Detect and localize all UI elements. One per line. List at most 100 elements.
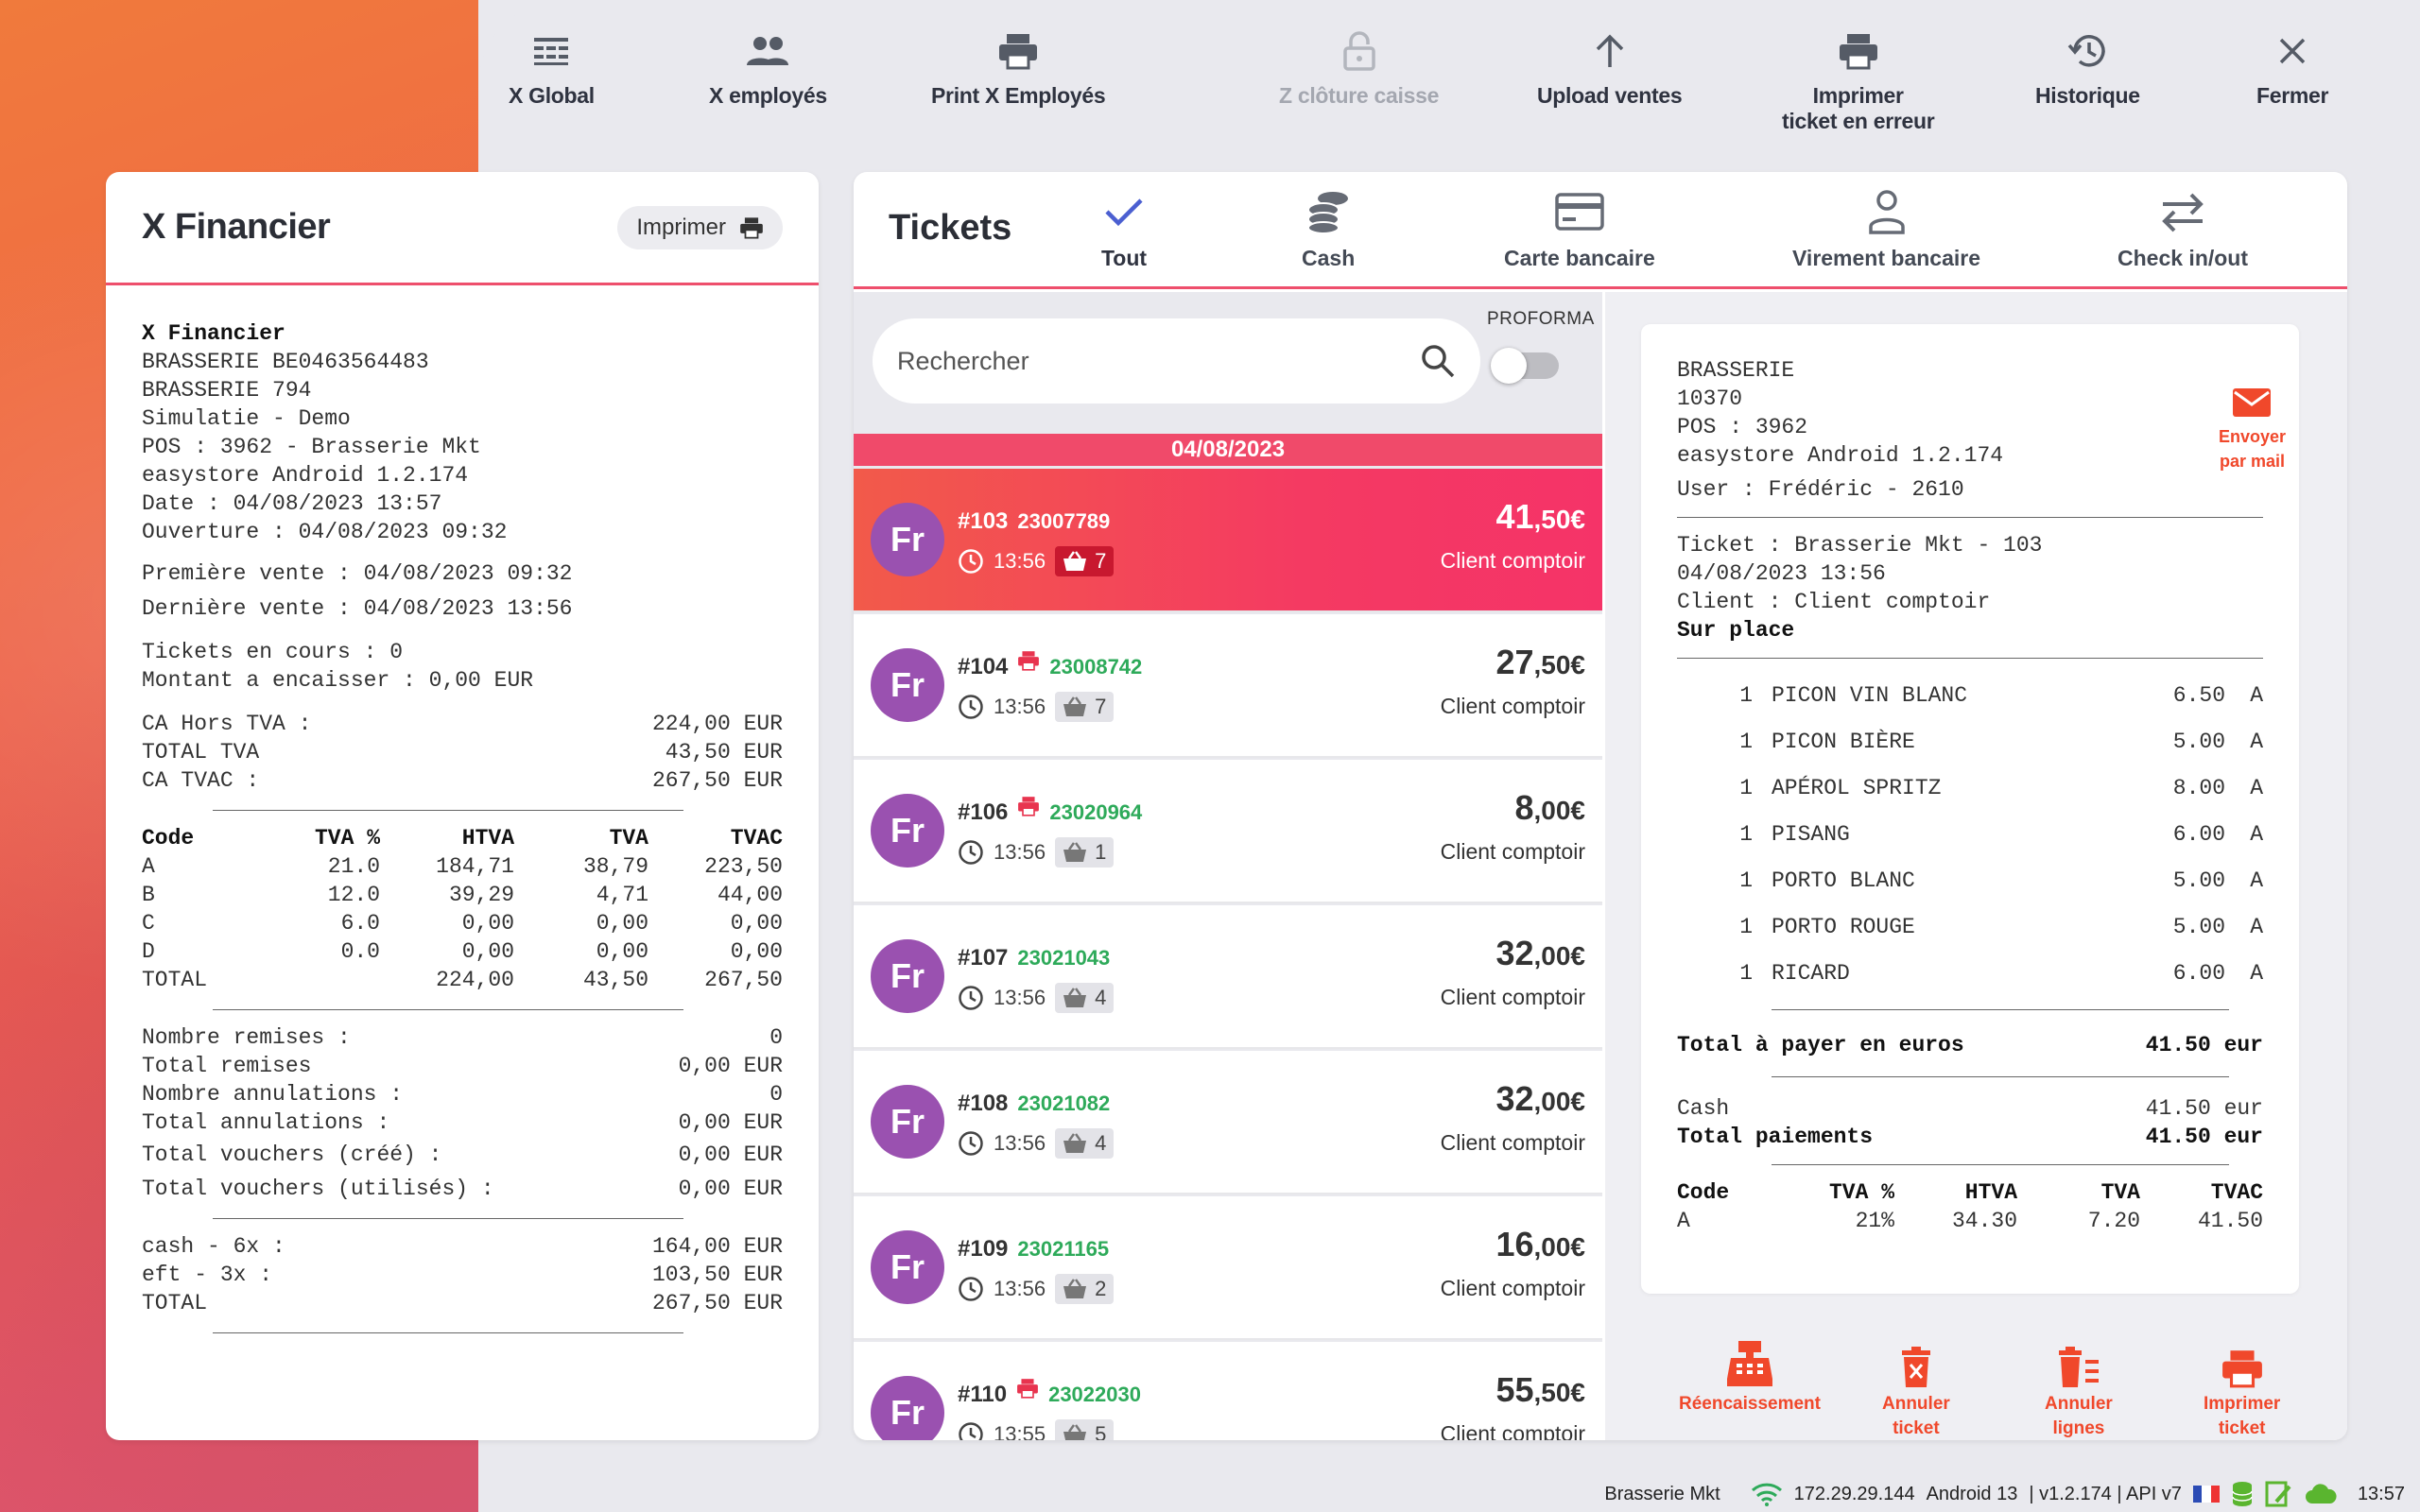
toggle-knob <box>1491 348 1527 384</box>
ticket-client: Client comptoir <box>1440 548 1585 573</box>
vat-table-row: C 6.0 0,00 0,00 0,00 <box>142 909 783 937</box>
vat-header-cell: TVAC <box>2210 1180 2263 1205</box>
vat-cell: 4,71 <box>596 883 648 907</box>
upload-ventes-label: Upload ventes <box>1537 83 1683 108</box>
ticket-row[interactable]: Fr #110 23022030 13:55 5 55,50€ Client co… <box>854 1342 1602 1440</box>
item-count-badge: 1 <box>1055 837 1115 868</box>
tickets-title: Tickets <box>889 208 1012 248</box>
ticket-id: #110 <box>958 1382 1008 1407</box>
ticket-amount: 32,00€ <box>1495 934 1585 973</box>
imprimer-ticket-erreur-button[interactable]: Imprimer ticket en erreur <box>1782 28 1935 134</box>
item-price: 8.00 <box>2172 775 2225 800</box>
arrow-up-icon <box>1587 28 1633 74</box>
historique-button[interactable]: Historique <box>2035 28 2140 109</box>
receipt-line: 04/08/2023 13:56 <box>1677 561 1886 586</box>
total-paiements-row: Total paiements 41.50 eur <box>1677 1123 2263 1151</box>
print-x-employes-button[interactable]: Print X Employés <box>931 28 1106 109</box>
ticket-client: Client comptoir <box>1440 985 1585 1009</box>
tab-tout[interactable]: Tout <box>1098 185 1150 271</box>
print-report-label: Imprimer <box>636 214 726 240</box>
reencaissement-button[interactable]: Réencaissement <box>1679 1332 1821 1417</box>
imprimer-ticket-button[interactable]: Imprimer ticket <box>2204 1332 2280 1440</box>
ticket-row[interactable]: Fr #108 23021082 13:56 4 32,00€ Client co… <box>854 1051 1602 1194</box>
ticket-client: Client comptoir <box>1440 839 1585 864</box>
ticket-row[interactable]: Fr #106 23020964 13:56 1 8,00€ Client com… <box>854 760 1602 903</box>
upload-ventes-button[interactable]: Upload ventes <box>1537 28 1683 109</box>
printer-icon <box>1018 797 1040 816</box>
totals-row: CA TVAC : 267,50 EUR <box>142 766 783 795</box>
ticket-time: 13:56 <box>994 1277 1046 1300</box>
print-report-button[interactable]: Imprimer <box>617 205 783 249</box>
basket-icon <box>1063 1279 1087 1298</box>
x-financier-title: X Financier <box>142 207 331 247</box>
item-price: 5.00 <box>2172 729 2225 754</box>
ticket-code: 23021043 <box>1017 946 1111 970</box>
ticket-meta: 13:56 7 <box>958 546 1115 576</box>
amount-units: 8 <box>1514 788 1534 827</box>
android-version: Android 13 <box>1926 1483 2018 1504</box>
vat-cell: 0,00 <box>730 939 783 964</box>
ticket-number: #110 23022030 <box>958 1379 1141 1408</box>
vat-header-cell: Code <box>1677 1180 1730 1205</box>
receipt-line: Ticket : Brasserie Mkt - 103 <box>1677 533 2043 558</box>
ticket-id: #106 <box>958 799 1009 825</box>
clock-icon <box>959 1277 983 1301</box>
ticket-row[interactable]: Fr #107 23021043 13:56 4 32,00€ Client co… <box>854 905 1602 1049</box>
ticket-code: 23008742 <box>1049 655 1143 679</box>
item-vat: A <box>2250 821 2263 847</box>
tab-check-in-out[interactable]: Check in/out <box>2118 185 2248 271</box>
ticket-meta: 13:56 4 <box>958 1128 1115 1159</box>
ticket-meta: 13:56 1 <box>958 837 1115 868</box>
vat-cell: 41.50 <box>2197 1209 2263 1233</box>
item-price: 5.00 <box>2172 868 2225 893</box>
cash-register-icon <box>1725 1332 1774 1388</box>
vat-cell: 0,00 <box>730 911 783 936</box>
vat-cell: 0,00 <box>596 939 648 964</box>
tab-virement-bancaire[interactable]: Virement bancaire <box>1792 185 1980 271</box>
proforma-toggle[interactable] <box>1491 348 1559 384</box>
date-group-header: 04/08/2023 <box>854 434 1602 466</box>
ticket-meta: 13:56 2 <box>958 1274 1115 1304</box>
ticket-row[interactable]: Fr #103 23007789 13:56 7 41,50€ Client co… <box>854 469 1602 612</box>
annuler-lignes-button[interactable]: Annuler lignes <box>2045 1332 2113 1440</box>
tab-cash[interactable]: Cash <box>1302 185 1355 271</box>
ticket-client: Client comptoir <box>1440 694 1585 718</box>
ticket-row[interactable]: Fr #104 23008742 13:56 7 27,50€ Client co… <box>854 614 1602 758</box>
item-qty: 1 <box>1739 682 1753 708</box>
receipt-preview: Envoyer par mail BRASSERIE 10370 POS : 3… <box>1641 324 2299 1294</box>
vat-header-cell: TVA <box>609 826 648 850</box>
counter-value: 0,00 EUR <box>678 1177 783 1201</box>
ticket-number: #104 23008742 <box>958 651 1143 680</box>
swap-icon <box>2156 185 2209 238</box>
ticket-code: 23020964 <box>1049 800 1143 824</box>
fermer-button[interactable]: Fermer <box>2256 28 2328 109</box>
item-name: PORTO BLANC <box>1772 868 1915 893</box>
counter-row: Nombre annulations : 0 <box>142 1080 783 1108</box>
annuler-ticket-button[interactable]: Annuler ticket <box>1882 1332 1950 1440</box>
item-count: 4 <box>1095 1131 1107 1155</box>
counter-label: Total vouchers (utilisés) : <box>142 1177 494 1201</box>
search-input[interactable]: Rechercher <box>873 318 1480 404</box>
item-count: 5 <box>1095 1422 1107 1440</box>
vat-cell: D <box>142 939 155 964</box>
amount-units: 16 <box>1495 1225 1534 1263</box>
vat-header-cell: TVA <box>2100 1180 2140 1205</box>
send-mail-button[interactable]: Envoyer par mail <box>2219 387 2286 473</box>
vat-cell: 0,00 <box>461 939 514 964</box>
history-icon <box>2065 28 2110 74</box>
z-cloture-button[interactable]: Z clôture caisse <box>1279 28 1439 109</box>
tab-carte-bancaire[interactable]: Carte bancaire <box>1504 185 1655 271</box>
search-icon <box>1422 345 1455 378</box>
x-employes-button[interactable]: X employés <box>709 28 827 109</box>
ticket-time: 13:55 <box>994 1422 1046 1440</box>
ticket-row[interactable]: Fr #109 23021165 13:56 2 16,00€ Client co… <box>854 1196 1602 1340</box>
search-placeholder: Rechercher <box>897 346 1029 375</box>
x-global-button[interactable]: X Global <box>509 28 595 109</box>
receipt-item: 1 PISANG 6.00 A <box>1677 811 2263 857</box>
payment-row: TOTAL 267,50 EUR <box>142 1289 783 1317</box>
ticket-detail-pane: Envoyer par mail BRASSERIE 10370 POS : 3… <box>1605 292 2347 1440</box>
ticket-time: 13:56 <box>994 549 1046 573</box>
payment-value: 164,00 EUR <box>651 1234 783 1259</box>
vat-header-cell: TVAC <box>730 826 783 850</box>
payment-value: 103,50 EUR <box>651 1263 783 1287</box>
